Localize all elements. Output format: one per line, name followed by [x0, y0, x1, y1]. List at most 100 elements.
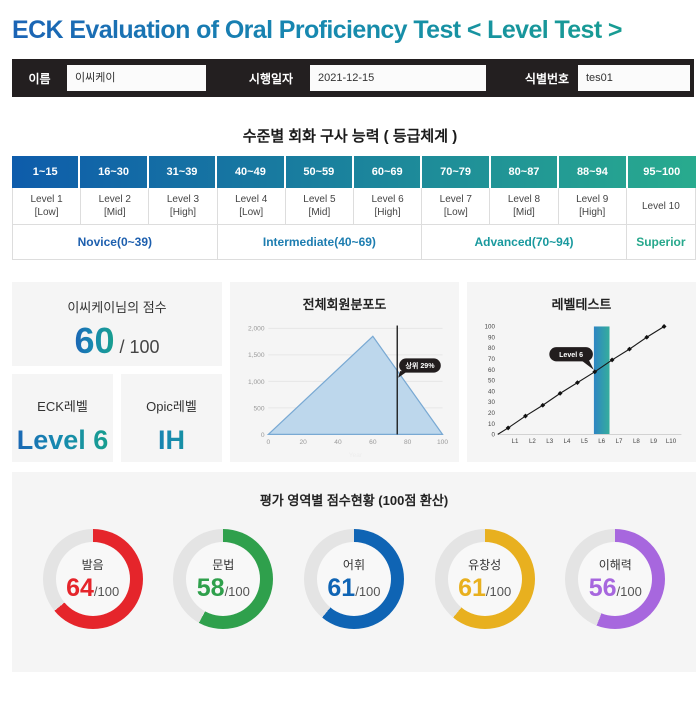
svg-text:20: 20 [488, 410, 495, 417]
page-title: ECK Evaluation of Oral Proficiency Test … [12, 16, 688, 45]
id-value-field[interactable]: tes01 [578, 65, 690, 91]
date-label: 시행일자 [248, 71, 294, 86]
grade-range-cell: 70~79 [422, 156, 491, 188]
gauge-denominator: /100 [485, 583, 512, 599]
level-cell: Level 6 [High] [354, 188, 423, 224]
donut-ring: 이해력 56/100 [565, 529, 666, 629]
level-cell: Level 9 [High] [559, 188, 627, 224]
gauge-value: 64 [66, 573, 94, 602]
user-score-value: 60 / 100 [12, 320, 222, 362]
level-cell: Level 5 [Mid] [286, 188, 354, 224]
grade-range-cell: 40~49 [217, 156, 286, 188]
date-value-field[interactable]: 2021-12-15 [310, 65, 486, 91]
gauge-label: 문법 [212, 557, 235, 572]
name-value-field[interactable]: 이씨케이 [67, 65, 206, 91]
gauge-vocabulary: 어휘 61/100 [303, 529, 404, 629]
svg-text:60: 60 [488, 367, 495, 374]
distribution-chart: 0 500 1,000 1,500 2,000 0 20 40 60 80 100 상위 29% Yea… [238, 317, 452, 459]
svg-text:L1: L1 [511, 438, 518, 445]
info-field-date: 시행일자 2021-12-15 [232, 59, 516, 97]
svg-text:1,500: 1,500 [247, 352, 264, 359]
gauge-fluency: 유창성 61/100 [434, 529, 535, 629]
distribution-chart-title: 전체회원분포도 [302, 297, 387, 312]
gauge-denominator: /100 [93, 583, 120, 599]
svg-text:30: 30 [488, 399, 495, 406]
svg-text:50: 50 [488, 378, 495, 385]
svg-text:L5: L5 [580, 438, 587, 445]
gauge-denominator: /100 [355, 583, 381, 599]
score-number: 60 [74, 320, 115, 361]
grade-range-cell: 60~69 [354, 156, 423, 188]
donut-ring: 유창성 61/100 [434, 529, 535, 629]
level-cell: Level 4 [Low] [218, 188, 286, 224]
svg-text:L6: L6 [598, 438, 605, 445]
gauge-value: 61 [458, 573, 486, 602]
id-label: 식별번호 [524, 71, 570, 86]
grade-range-cell: 50~59 [286, 156, 354, 188]
level-test-chart-title: 레벨테스트 [551, 297, 612, 312]
svg-text:60: 60 [369, 439, 377, 446]
gauge-comprehension: 이해력 56/100 [565, 529, 666, 629]
svg-text:40: 40 [334, 439, 342, 446]
level-cell: Level 7 [Low] [422, 188, 491, 224]
group-cell-superior: Superior [636, 235, 686, 249]
category-scores-panel: 평가 영역별 점수현황 (100점 환산) 발음 64/100 문법 58/10… [12, 472, 696, 672]
name-label: 이름 [28, 71, 51, 86]
gauge-denominator: /100 [616, 583, 642, 599]
grade-range-cell: 95~100 [643, 166, 681, 178]
eck-level-title: ECK레벨 [37, 399, 88, 414]
opic-level-card: Opic레벨 IH [121, 374, 222, 462]
gauge-value: 61 [327, 573, 356, 602]
svg-text:100: 100 [437, 439, 448, 446]
grade-range-cell: 88~94 [559, 156, 628, 188]
gauge-value: 56 [588, 573, 617, 602]
svg-text:40: 40 [488, 388, 495, 395]
opic-level-value: IH [121, 425, 222, 456]
level-cell: Level 8 [Mid] [490, 188, 559, 224]
grade-range-cell: 31~39 [149, 156, 218, 188]
opic-level-title: Opic레벨 [146, 399, 197, 414]
gauge-denominator: /100 [224, 583, 250, 599]
svg-text:1,000: 1,000 [247, 379, 264, 386]
svg-text:L7: L7 [615, 438, 622, 445]
grade-range-cell: 16~30 [80, 156, 149, 188]
level-cell: Level 10 [641, 200, 680, 212]
svg-text:L10: L10 [665, 438, 676, 445]
eck-level-value: Level 6 [12, 425, 113, 456]
level-test-chart: 0 10 20 30 40 50 60 70 80 90 100 L1 L2 L3 L4 L5 L6 L7 L8 L9… [475, 317, 689, 459]
svg-text:2,000: 2,000 [247, 326, 264, 333]
grade-table: 1~15 16~30 31~39 40~49 50~59 60~69 70~79… [12, 156, 696, 260]
svg-text:10: 10 [488, 421, 495, 428]
eck-level-card: ECK레벨 Level 6 [12, 374, 113, 462]
report-page: ECK Evaluation of Oral Proficiency Test … [0, 16, 700, 672]
gauge-label: 이해력 [598, 557, 632, 572]
grade-table-title: 수준별 회화 구사 능력 ( 등급체계 ) [242, 128, 458, 145]
score-column: 이씨케이님의 점수 60 / 100 ECK레벨 Level 6 Opic레벨 … [12, 282, 222, 462]
svg-text:L9: L9 [650, 438, 657, 445]
distribution-chart-card: 전체회원분포도 0 500 1,000 1,500 2,000 0 20 40 60 80 100 상… [230, 282, 459, 462]
level-cards: ECK레벨 Level 6 Opic레벨 IH [12, 374, 222, 462]
gauge-label: 유창성 [468, 557, 502, 572]
donut-ring: 발음 64/100 [42, 529, 143, 629]
user-score-card: 이씨케이님의 점수 60 / 100 [12, 282, 222, 366]
svg-text:상위 29%: 상위 29% [405, 361, 435, 370]
svg-text:L8: L8 [632, 438, 639, 445]
svg-text:80: 80 [404, 439, 412, 446]
grade-range-cell: 1~15 [12, 156, 81, 188]
gauge-row: 발음 64/100 문법 58/100 어휘 61/100 [12, 529, 696, 629]
user-score-title: 이씨케이님의 점수 [67, 300, 167, 315]
level-cell: Level 3 [High] [149, 188, 218, 224]
grade-table-level-row: Level 1 [Low] Level 2 [Mid] Level 3 [High] … [12, 188, 696, 225]
level-cell: Level 1 [Low] [13, 188, 82, 224]
group-cell-advanced: Advanced(70~94) [422, 225, 627, 259]
donut-ring: 어휘 61/100 [303, 529, 404, 629]
grade-range-cell: 80~87 [491, 156, 560, 188]
info-bar: 이름 이씨케이 시행일자 2021-12-15 식별번호 tes01 [12, 59, 694, 97]
summary-section: 이씨케이님의 점수 60 / 100 ECK레벨 Level 6 Opic레벨 … [12, 282, 696, 462]
svg-text:80: 80 [488, 345, 495, 352]
gauge-pronunciation: 발음 64/100 [42, 529, 143, 629]
info-field-name: 이름 이씨케이 [12, 59, 232, 97]
gauge-grammar: 문법 58/100 [173, 529, 274, 629]
svg-text:0: 0 [260, 432, 264, 439]
svg-text:20: 20 [299, 439, 307, 446]
